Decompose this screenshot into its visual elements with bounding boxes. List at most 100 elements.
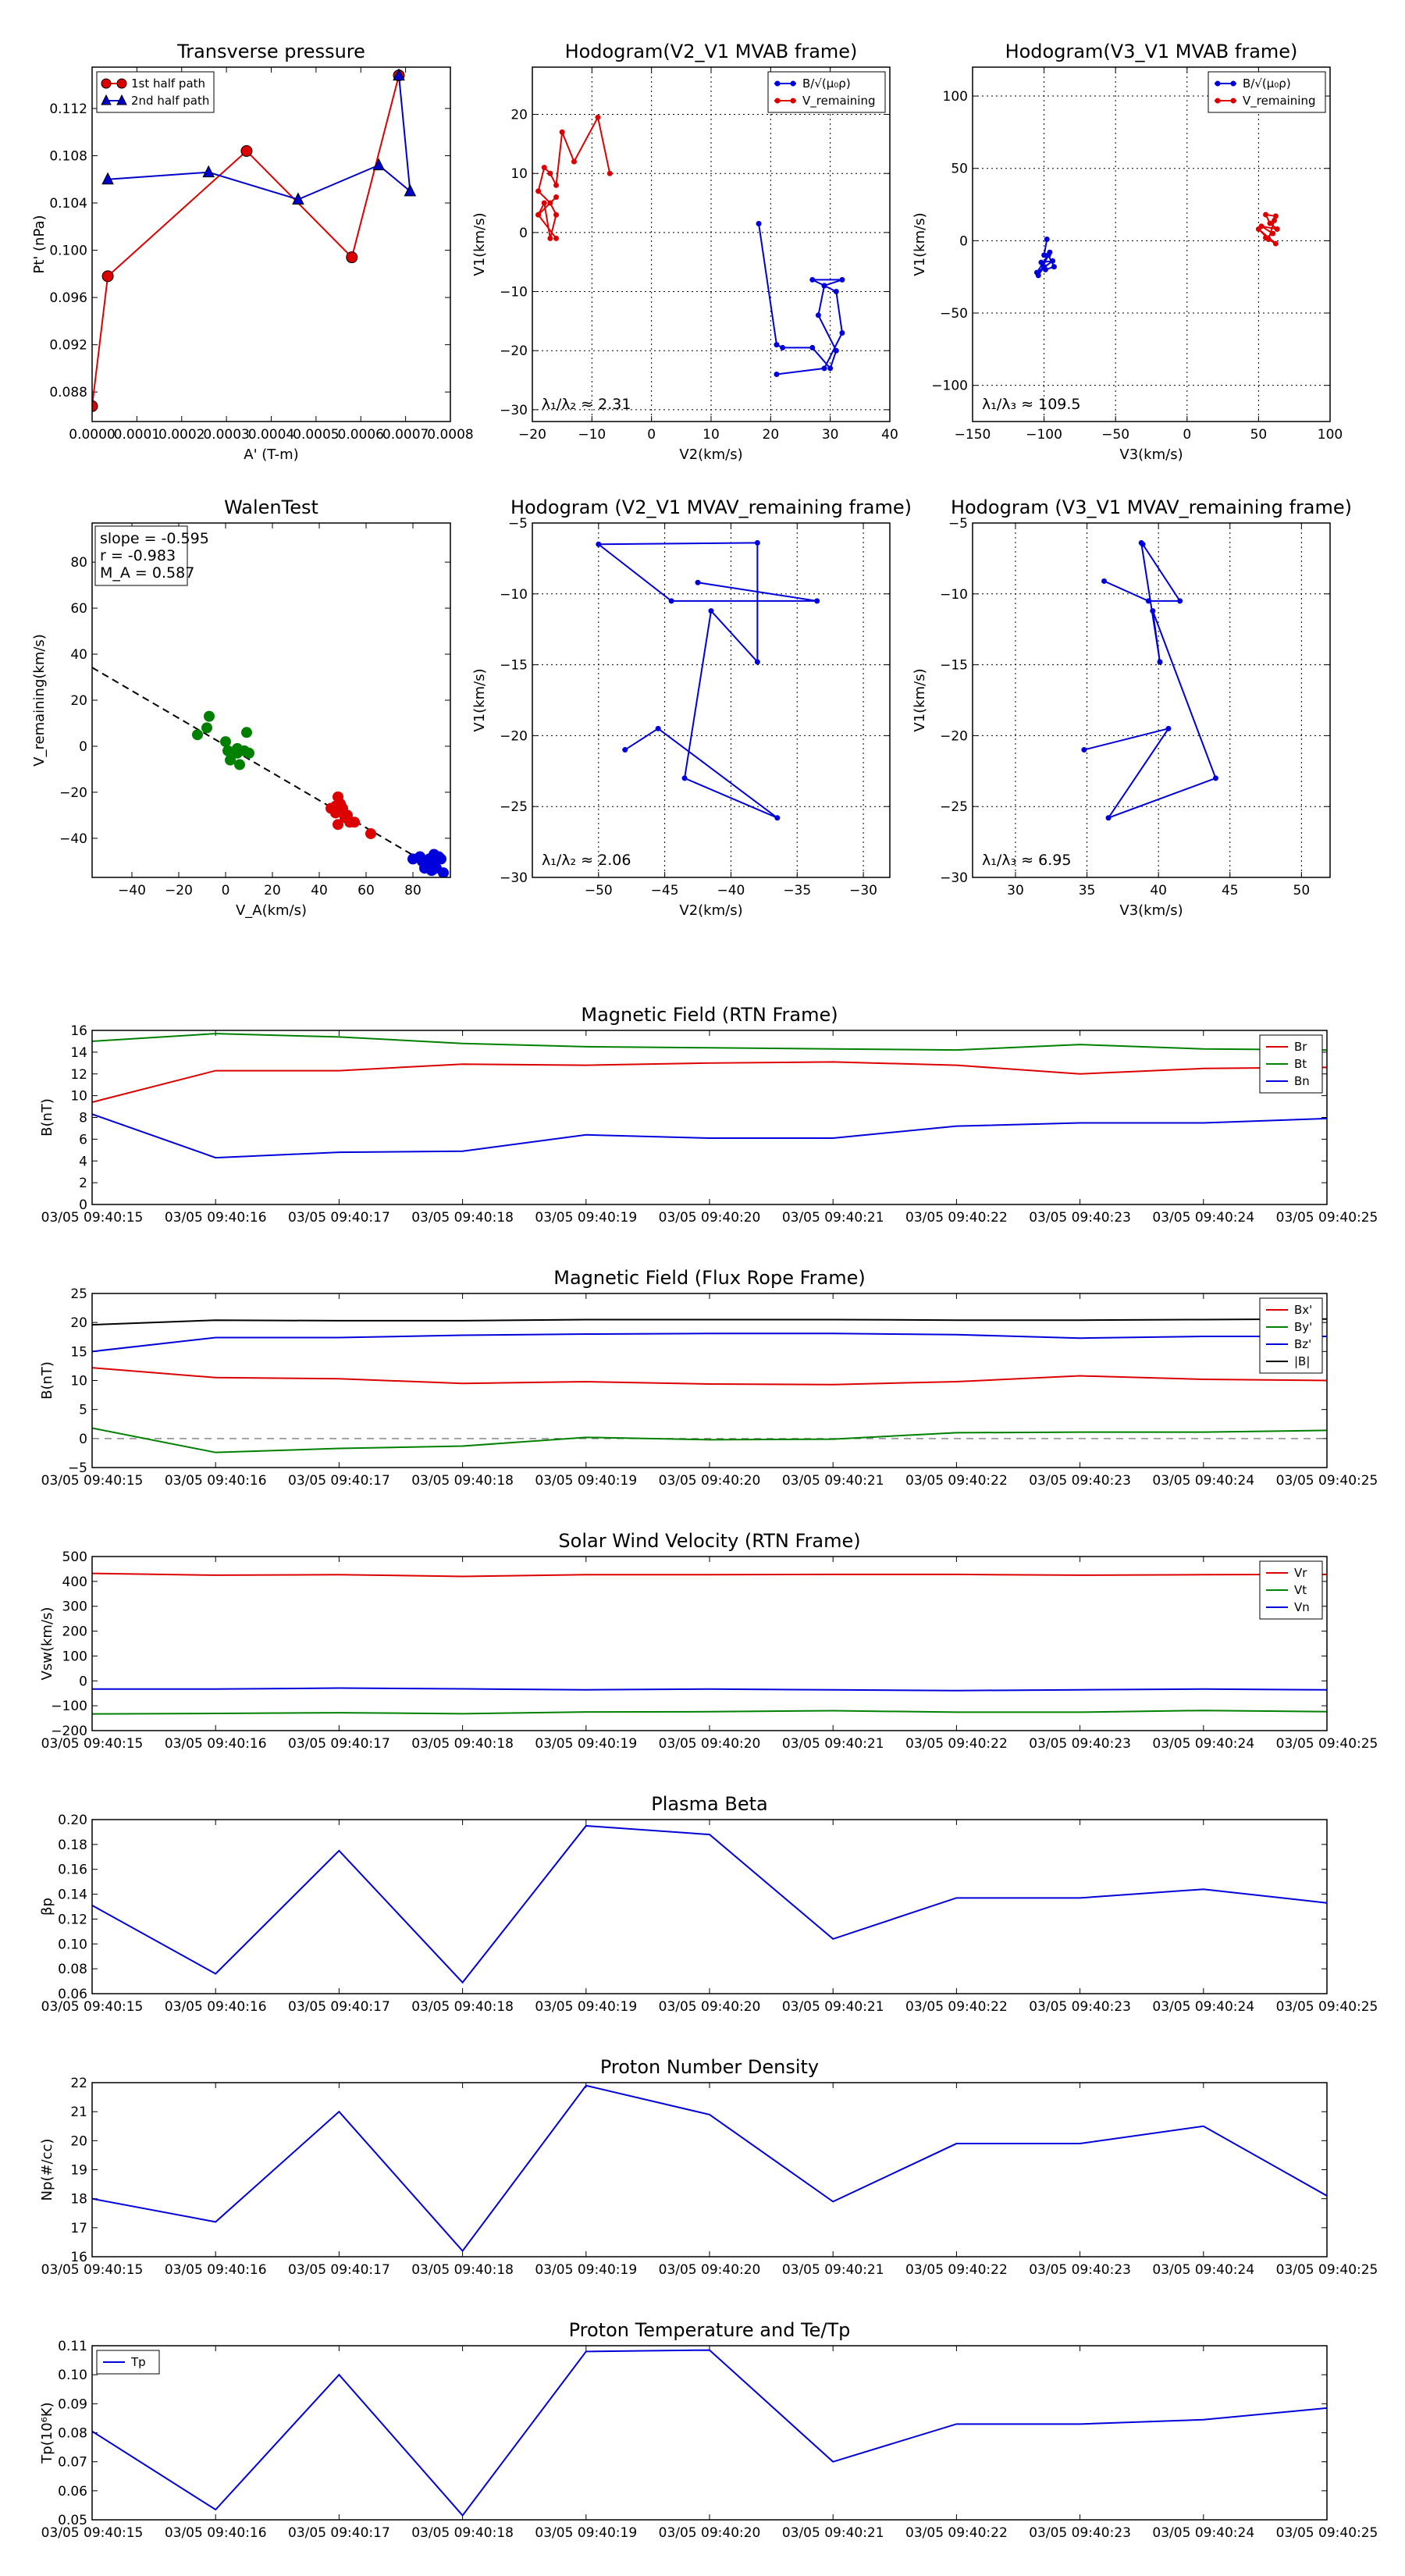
y-tick-label: 20 <box>510 108 528 123</box>
x-tick-label: 03/05 09:40:25 <box>1276 1210 1378 1226</box>
legend-label: By' <box>1294 1320 1312 1334</box>
x-tick-label: 03/05 09:40:23 <box>1029 1999 1131 2015</box>
data-point <box>655 725 661 731</box>
data-point <box>596 541 602 547</box>
series-line-beta <box>92 1824 1327 1984</box>
x-tick-label: 03/05 09:40:17 <box>288 1210 390 1226</box>
scatter-point <box>349 817 360 828</box>
data-point <box>1165 725 1172 731</box>
x-tick-label: 03/05 09:40:25 <box>1276 1473 1378 1489</box>
plot-area <box>92 2349 1327 2517</box>
y-tick-label: 15 <box>70 1344 87 1360</box>
solar-wind-velocity-chart: Solar Wind Velocity (RTN Frame) 03/05 09:… <box>39 1530 1378 1752</box>
hodogram-v3-v1-mvab-chart: Hodogram(V3_V1 MVAB frame) −150 −100 −50 0 50… <box>912 41 1343 463</box>
legend-marker <box>790 98 796 104</box>
x-tick-label: −50 <box>585 883 613 898</box>
data-point <box>1212 775 1218 781</box>
data-point <box>553 235 560 241</box>
fit-line <box>92 667 414 856</box>
x-tick-label: −40 <box>717 883 745 898</box>
transverse-pressure-chart: Transverse pressure0.00000.00010.00020.0… <box>31 41 474 463</box>
scatter-point <box>220 736 231 748</box>
hodogram-v3-v1-mvav-chart: Hodogram (V3_V1 MVAV_remaining frame) 30 3… <box>912 496 1352 919</box>
x-tick-label: 03/05 09:40:22 <box>905 1210 1008 1226</box>
scatter-point <box>234 759 245 770</box>
x-axis-label: V2(km/s) <box>679 902 742 919</box>
data-point <box>92 400 98 412</box>
data-point <box>535 188 542 194</box>
plot-area <box>1081 539 1218 821</box>
legend-marker <box>790 80 796 87</box>
x-tick-label: 03/05 09:40:16 <box>165 1473 267 1489</box>
y-tick-label: 0.108 <box>49 149 87 165</box>
y-tick-label: −20 <box>500 343 528 359</box>
x-tick-label: 03/05 09:40:16 <box>165 2262 267 2278</box>
x-tick-label: 03/05 09:40:25 <box>1276 1999 1378 2015</box>
scatter-point <box>241 727 252 738</box>
data-point <box>839 276 845 283</box>
x-tick-label: 0 <box>647 427 656 443</box>
x-tick-label: 0.0007 <box>382 427 429 443</box>
y-tick-label: 16 <box>70 2250 87 2265</box>
legend-box <box>96 71 215 113</box>
y-tick-label: 10 <box>510 166 528 182</box>
y-tick-label: 0 <box>79 739 87 755</box>
data-point <box>774 371 780 377</box>
x-tick-label: 03/05 09:40:22 <box>905 1999 1008 2015</box>
y-tick-label: −20 <box>940 728 968 744</box>
plot-area <box>92 68 417 412</box>
x-tick-label: 30 <box>822 427 839 443</box>
y-tick-label: 0.112 <box>49 101 87 117</box>
x-tick-label: 03/05 09:40:21 <box>782 1473 884 1489</box>
x-tick-label: 03/05 09:40:18 <box>411 1736 514 1752</box>
y-tick-label: 0.16 <box>58 1863 87 1878</box>
data-point <box>292 192 304 205</box>
y-axis-label: Pt' (nPa) <box>31 215 48 273</box>
plot-frame <box>532 66 891 422</box>
x-tick-label: 03/05 09:40:24 <box>1152 2262 1254 2278</box>
x-axis-label: V3(km/s) <box>1119 447 1183 463</box>
x-tick-label: −40 <box>118 883 146 898</box>
plot-frame <box>91 522 451 878</box>
y-tick-label: 0.10 <box>58 2368 87 2383</box>
x-tick-label: 0.0005 <box>293 427 339 443</box>
legend-marker <box>101 94 112 105</box>
data-point <box>809 276 816 283</box>
x-tick-label: 20 <box>264 883 281 898</box>
x-tick-label: 03/05 09:40:20 <box>659 1210 761 1226</box>
y-axis-label: βp <box>39 1898 55 1916</box>
x-tick-label: 0.0000 <box>69 427 115 443</box>
series-line-bx- <box>92 1367 1327 1386</box>
series-line-path <box>596 542 817 819</box>
data-point <box>754 539 760 546</box>
x-tick-label: −150 <box>955 427 991 443</box>
x-tick-label: 03/05 09:40:19 <box>535 1210 637 1226</box>
x-tick-label: 40 <box>311 883 328 898</box>
y-axis-label: V1(km/s) <box>471 668 488 731</box>
y-tick-label: 100 <box>943 89 968 105</box>
plot-frame <box>91 66 451 422</box>
y-tick-label: −10 <box>500 587 528 603</box>
data-point <box>346 251 358 264</box>
legend-box <box>1208 71 1326 113</box>
x-tick-label: 03/05 09:40:17 <box>288 1999 390 2015</box>
scatter-point <box>436 853 446 865</box>
series-line-v-remaining <box>537 115 611 240</box>
y-tick-label: −5 <box>948 516 968 532</box>
data-point <box>1255 226 1261 233</box>
x-tick-label: 100 <box>1318 427 1343 443</box>
x-tick-label: 03/05 09:40:19 <box>535 1736 637 1752</box>
legend-label: |B| <box>1294 1354 1310 1368</box>
data-point <box>827 365 834 372</box>
data-point <box>1270 230 1276 237</box>
scatter-point <box>365 827 376 839</box>
scatter-point <box>244 747 254 759</box>
legend: Bx' By' Bz' |B| <box>1259 1297 1323 1374</box>
y-axis-label: V1(km/s) <box>912 668 928 731</box>
scatter-point <box>333 819 343 831</box>
plot-frame <box>532 522 891 878</box>
data-point <box>547 235 553 241</box>
y-tick-label: −10 <box>940 587 968 603</box>
x-tick-label: 03/05 09:40:24 <box>1152 1210 1254 1226</box>
data-point <box>1272 213 1279 219</box>
